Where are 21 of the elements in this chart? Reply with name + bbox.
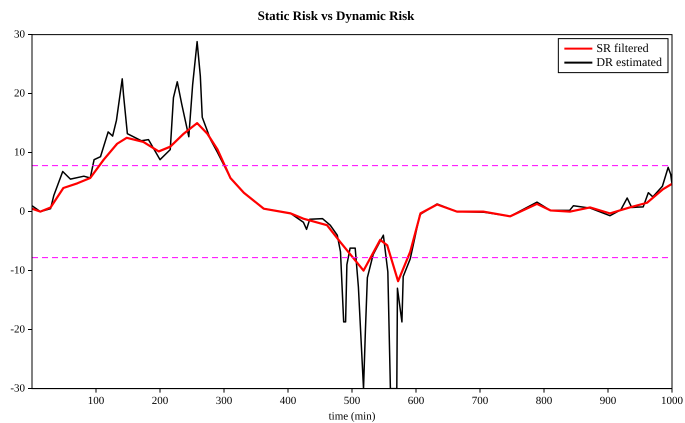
x-tick-label: 900 [600, 395, 617, 408]
x-tick-label: 600 [408, 395, 425, 408]
y-tick-label: 20 [14, 87, 26, 100]
chart-title: Static Risk vs Dynamic Risk [258, 8, 416, 24]
x-tick-label: 500 [344, 395, 361, 408]
legend-label: SR filtered [596, 40, 649, 55]
x-tick-label: 700 [472, 395, 489, 408]
y-tick-label: 0 [20, 205, 26, 218]
x-tick-label: 100 [88, 395, 105, 408]
legend-label: DR estimated [596, 54, 662, 69]
x-tick-label: 200 [152, 395, 169, 408]
y-tick-label: -10 [10, 264, 26, 276]
y-tick-label: 30 [14, 28, 26, 40]
x-axis-title: time (min) [328, 410, 376, 422]
y-tick-label: -30 [10, 382, 26, 394]
y-tick-label: 10 [14, 146, 26, 158]
x-tick-label: 1000 [661, 395, 684, 408]
y-tick-label: -20 [10, 323, 26, 336]
x-tick-label: 300 [216, 395, 233, 408]
x-tick-label: 800 [536, 395, 553, 408]
x-tick-label: 400 [280, 395, 297, 408]
